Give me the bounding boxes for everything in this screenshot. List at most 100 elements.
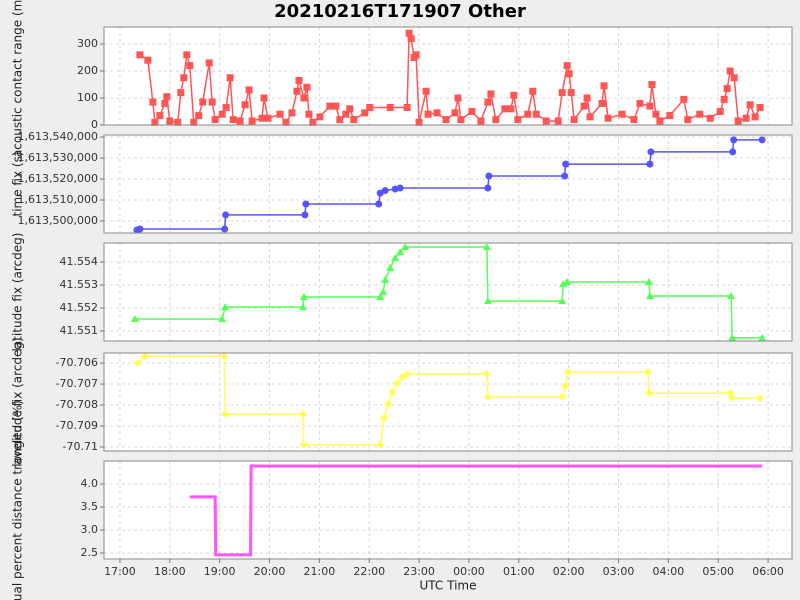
plot-border (103, 26, 793, 126)
marker (405, 29, 413, 37)
marker (598, 99, 606, 107)
marker (177, 89, 185, 97)
marker (381, 187, 389, 195)
y-tick-label: -70.707 (56, 377, 98, 390)
marker (756, 103, 764, 111)
marker (379, 287, 388, 295)
x-tick-label: 03:00 (603, 565, 635, 578)
marker (564, 368, 573, 377)
marker (298, 303, 307, 311)
marker (156, 112, 164, 120)
marker (220, 352, 229, 361)
marker (302, 200, 310, 208)
marker (758, 136, 766, 144)
marker (401, 243, 410, 251)
marker (222, 211, 230, 219)
marker (236, 117, 244, 125)
y-tick-label: 1,613,520,000 (18, 172, 98, 185)
marker (186, 62, 194, 70)
marker (643, 368, 652, 377)
y-tick-label: -70.706 (56, 356, 98, 369)
marker (366, 103, 374, 111)
x-tick-label: 06:00 (752, 565, 784, 578)
marker (483, 393, 492, 402)
marker (656, 117, 664, 125)
marker (140, 352, 149, 361)
marker (136, 51, 144, 59)
marker (166, 117, 174, 125)
marker (221, 410, 230, 419)
marker (583, 94, 591, 102)
y-tick-label: 200 (77, 64, 98, 77)
x-tick-label: 05:00 (702, 565, 734, 578)
marker (728, 394, 737, 403)
chart-title: 20210216T171907 Other (274, 1, 526, 22)
marker (558, 89, 566, 97)
marker (412, 51, 420, 59)
marker (510, 91, 518, 99)
marker (295, 76, 303, 84)
y-tick-label: 1,613,510,000 (18, 193, 98, 206)
marker (163, 93, 171, 101)
marker (195, 112, 203, 120)
marker (309, 118, 317, 126)
plot-border (103, 352, 793, 452)
marker (144, 56, 152, 64)
marker (300, 94, 308, 102)
marker (433, 109, 441, 117)
marker (211, 116, 219, 124)
y-tick-label: 2.5 (81, 546, 99, 559)
marker (728, 333, 737, 341)
plot-area (103, 134, 793, 234)
x-tick-label: 02:00 (553, 565, 585, 578)
marker (652, 110, 660, 118)
marker (482, 369, 491, 378)
marker (482, 243, 491, 251)
marker (130, 315, 139, 323)
marker (205, 59, 213, 67)
y-tick-label: 1,613,530,000 (18, 151, 98, 164)
y-tick-label: 3.0 (81, 523, 99, 536)
marker (586, 113, 594, 121)
marker (336, 116, 344, 124)
marker (396, 248, 405, 256)
marker (646, 160, 654, 168)
marker (454, 94, 462, 102)
plot-border (103, 242, 793, 342)
y-tick-label: 41.551 (60, 324, 99, 337)
marker (218, 315, 227, 323)
marker (507, 105, 515, 113)
marker (563, 278, 572, 286)
marker (346, 105, 354, 113)
marker (391, 254, 400, 262)
marker (376, 440, 385, 449)
y-tick-label: 4.0 (81, 477, 99, 490)
y-axis-label: longitude fix (arcdeg) (11, 337, 25, 466)
marker (729, 148, 737, 156)
marker (301, 211, 309, 219)
marker (558, 393, 567, 402)
marker (299, 292, 308, 300)
plot-area (103, 352, 793, 452)
markers (133, 352, 765, 449)
marker (422, 87, 430, 95)
marker (350, 116, 358, 124)
marker (727, 292, 736, 300)
marker (644, 389, 653, 398)
y-axis-label: time fix (s) (11, 151, 25, 216)
marker (149, 98, 157, 106)
marker (393, 379, 402, 388)
marker (288, 109, 296, 117)
y-tick-label: 41.554 (60, 255, 99, 268)
marker (218, 110, 226, 118)
marker (388, 388, 397, 397)
marker (398, 373, 407, 382)
marker (190, 118, 198, 126)
marker (260, 94, 268, 102)
y-axis-label: latitude fix (arcdeg) (11, 233, 25, 352)
plot-area (103, 460, 793, 560)
marker (468, 108, 476, 116)
marker (636, 99, 644, 107)
marker (276, 110, 284, 118)
